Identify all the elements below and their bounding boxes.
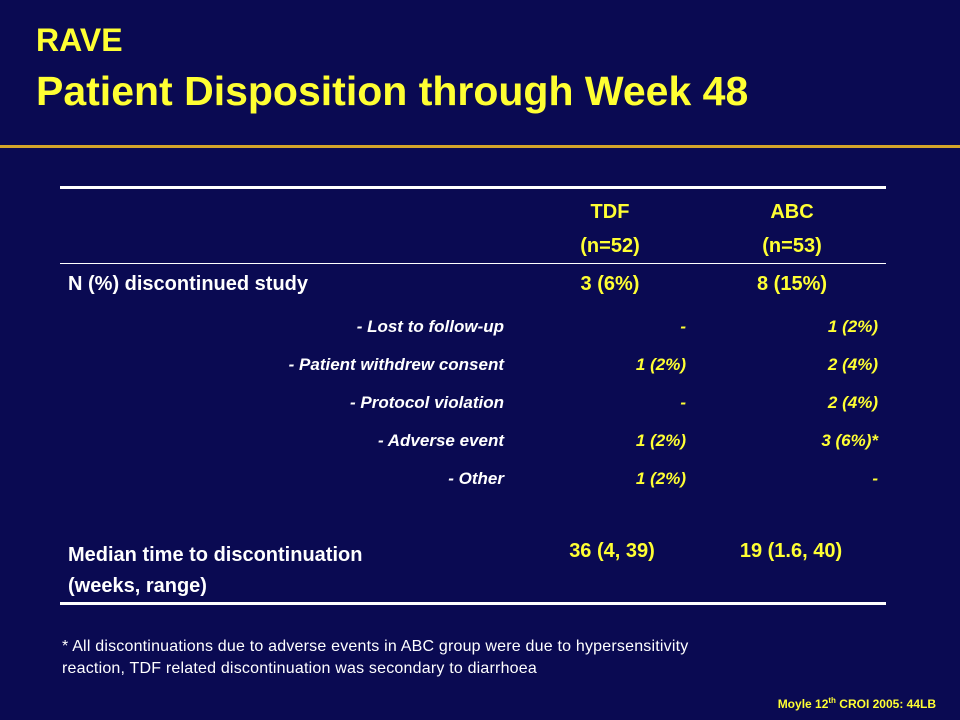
median-time-label-line1: Median time to discontinuation — [68, 544, 363, 566]
column-header-abc-n: (n=53) — [762, 235, 822, 257]
column-header-abc-name: ABC — [770, 201, 814, 223]
citation-sup: th — [828, 696, 836, 705]
citation-prefix: Moyle 12 — [777, 697, 829, 711]
reason-label: - Lost to follow-up — [356, 317, 504, 336]
median-time-label: Median time to discontinuation (weeks, r… — [68, 540, 488, 602]
reason-abc-value: 2 (4%) — [827, 355, 878, 374]
reason-abc-value: 3 (6%)* — [821, 431, 878, 450]
reason-tdf-value: - — [680, 317, 686, 336]
table-top-rule — [60, 186, 886, 189]
reason-tdf-value: 1 (2%) — [635, 431, 686, 450]
column-header-tdf-name: TDF — [590, 201, 630, 223]
reason-abc-value: 1 (2%) — [827, 317, 878, 336]
citation-suffix: CROI 2005: 44LB — [835, 697, 936, 711]
median-time-label-line2: (weeks, range) — [68, 575, 207, 597]
table-header-rule — [60, 263, 886, 264]
reason-tdf-value: 1 (2%) — [635, 355, 686, 374]
reason-abc-value: - — [872, 469, 878, 488]
footnote-line2: reaction, TDF related discontinuation wa… — [62, 660, 537, 677]
slide-title-line2: Patient Disposition through Week 48 — [36, 68, 749, 114]
column-header-tdf-n: (n=52) — [580, 235, 640, 257]
median-time-tdf-value: 36 (4, 39) — [569, 540, 655, 562]
median-time-abc-value: 19 (1.6, 40) — [739, 540, 843, 562]
discontinued-abc-value: 8 (15%) — [756, 273, 828, 295]
reason-label: - Other — [448, 469, 504, 488]
reason-tdf-value: 1 (2%) — [635, 469, 686, 488]
column-header-abc: ABC (n=53) — [722, 195, 862, 263]
reason-label: - Protocol violation — [350, 393, 504, 412]
citation: Moyle 12th CROI 2005: 44LB — [777, 696, 936, 711]
discontinued-tdf-value: 3 (6%) — [580, 273, 640, 295]
reason-label: - Patient withdrew consent — [288, 355, 504, 374]
column-header-tdf: TDF (n=52) — [540, 195, 680, 263]
footnote: * All discontinuations due to adverse ev… — [62, 636, 902, 680]
table-bottom-rule — [60, 602, 886, 605]
reason-tdf-value: - — [680, 393, 686, 412]
title-divider — [0, 145, 960, 148]
discontinued-label: N (%) discontinued study — [68, 273, 308, 295]
reason-abc-value: 2 (4%) — [827, 393, 878, 412]
footnote-line1: * All discontinuations due to adverse ev… — [62, 638, 689, 655]
slide-title-line1: RAVE — [36, 22, 123, 58]
reason-label: - Adverse event — [378, 431, 504, 450]
